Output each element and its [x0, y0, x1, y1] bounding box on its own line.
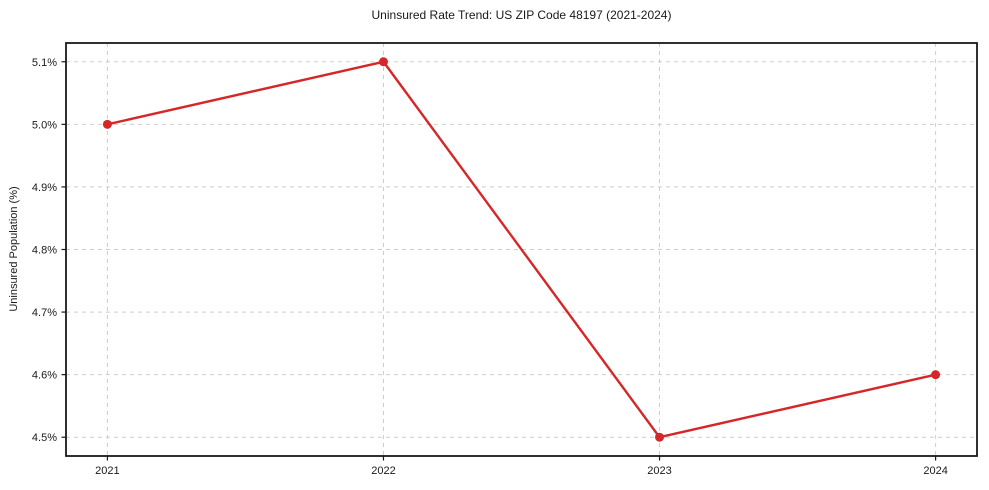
trend-line: [106, 60, 937, 439]
y-tick-label: 4.7%: [32, 307, 57, 319]
x-tick-label: 2023: [647, 465, 671, 477]
x-tick-label: 2024: [923, 465, 947, 477]
x-tick-label: 2022: [371, 465, 395, 477]
y-tick-label: 4.5%: [32, 432, 57, 444]
data-point-marker: [102, 119, 112, 129]
data-point-marker: [378, 57, 388, 67]
y-tick-label: 5.0%: [32, 119, 57, 131]
plot-border: [65, 42, 978, 457]
y-tick-label: 4.8%: [32, 245, 57, 257]
y-tick-label: 4.9%: [32, 182, 57, 194]
y-tick-label: 5.1%: [32, 57, 57, 69]
y-axis-label: Uninsured Population (%): [8, 186, 20, 312]
y-tick-label: 4.6%: [32, 370, 57, 382]
chart-title: Uninsured Rate Trend: US ZIP Code 48197 …: [371, 8, 672, 22]
data-point-marker: [655, 432, 665, 442]
data-point-marker: [931, 370, 941, 380]
x-tick-label: 2021: [95, 465, 119, 477]
